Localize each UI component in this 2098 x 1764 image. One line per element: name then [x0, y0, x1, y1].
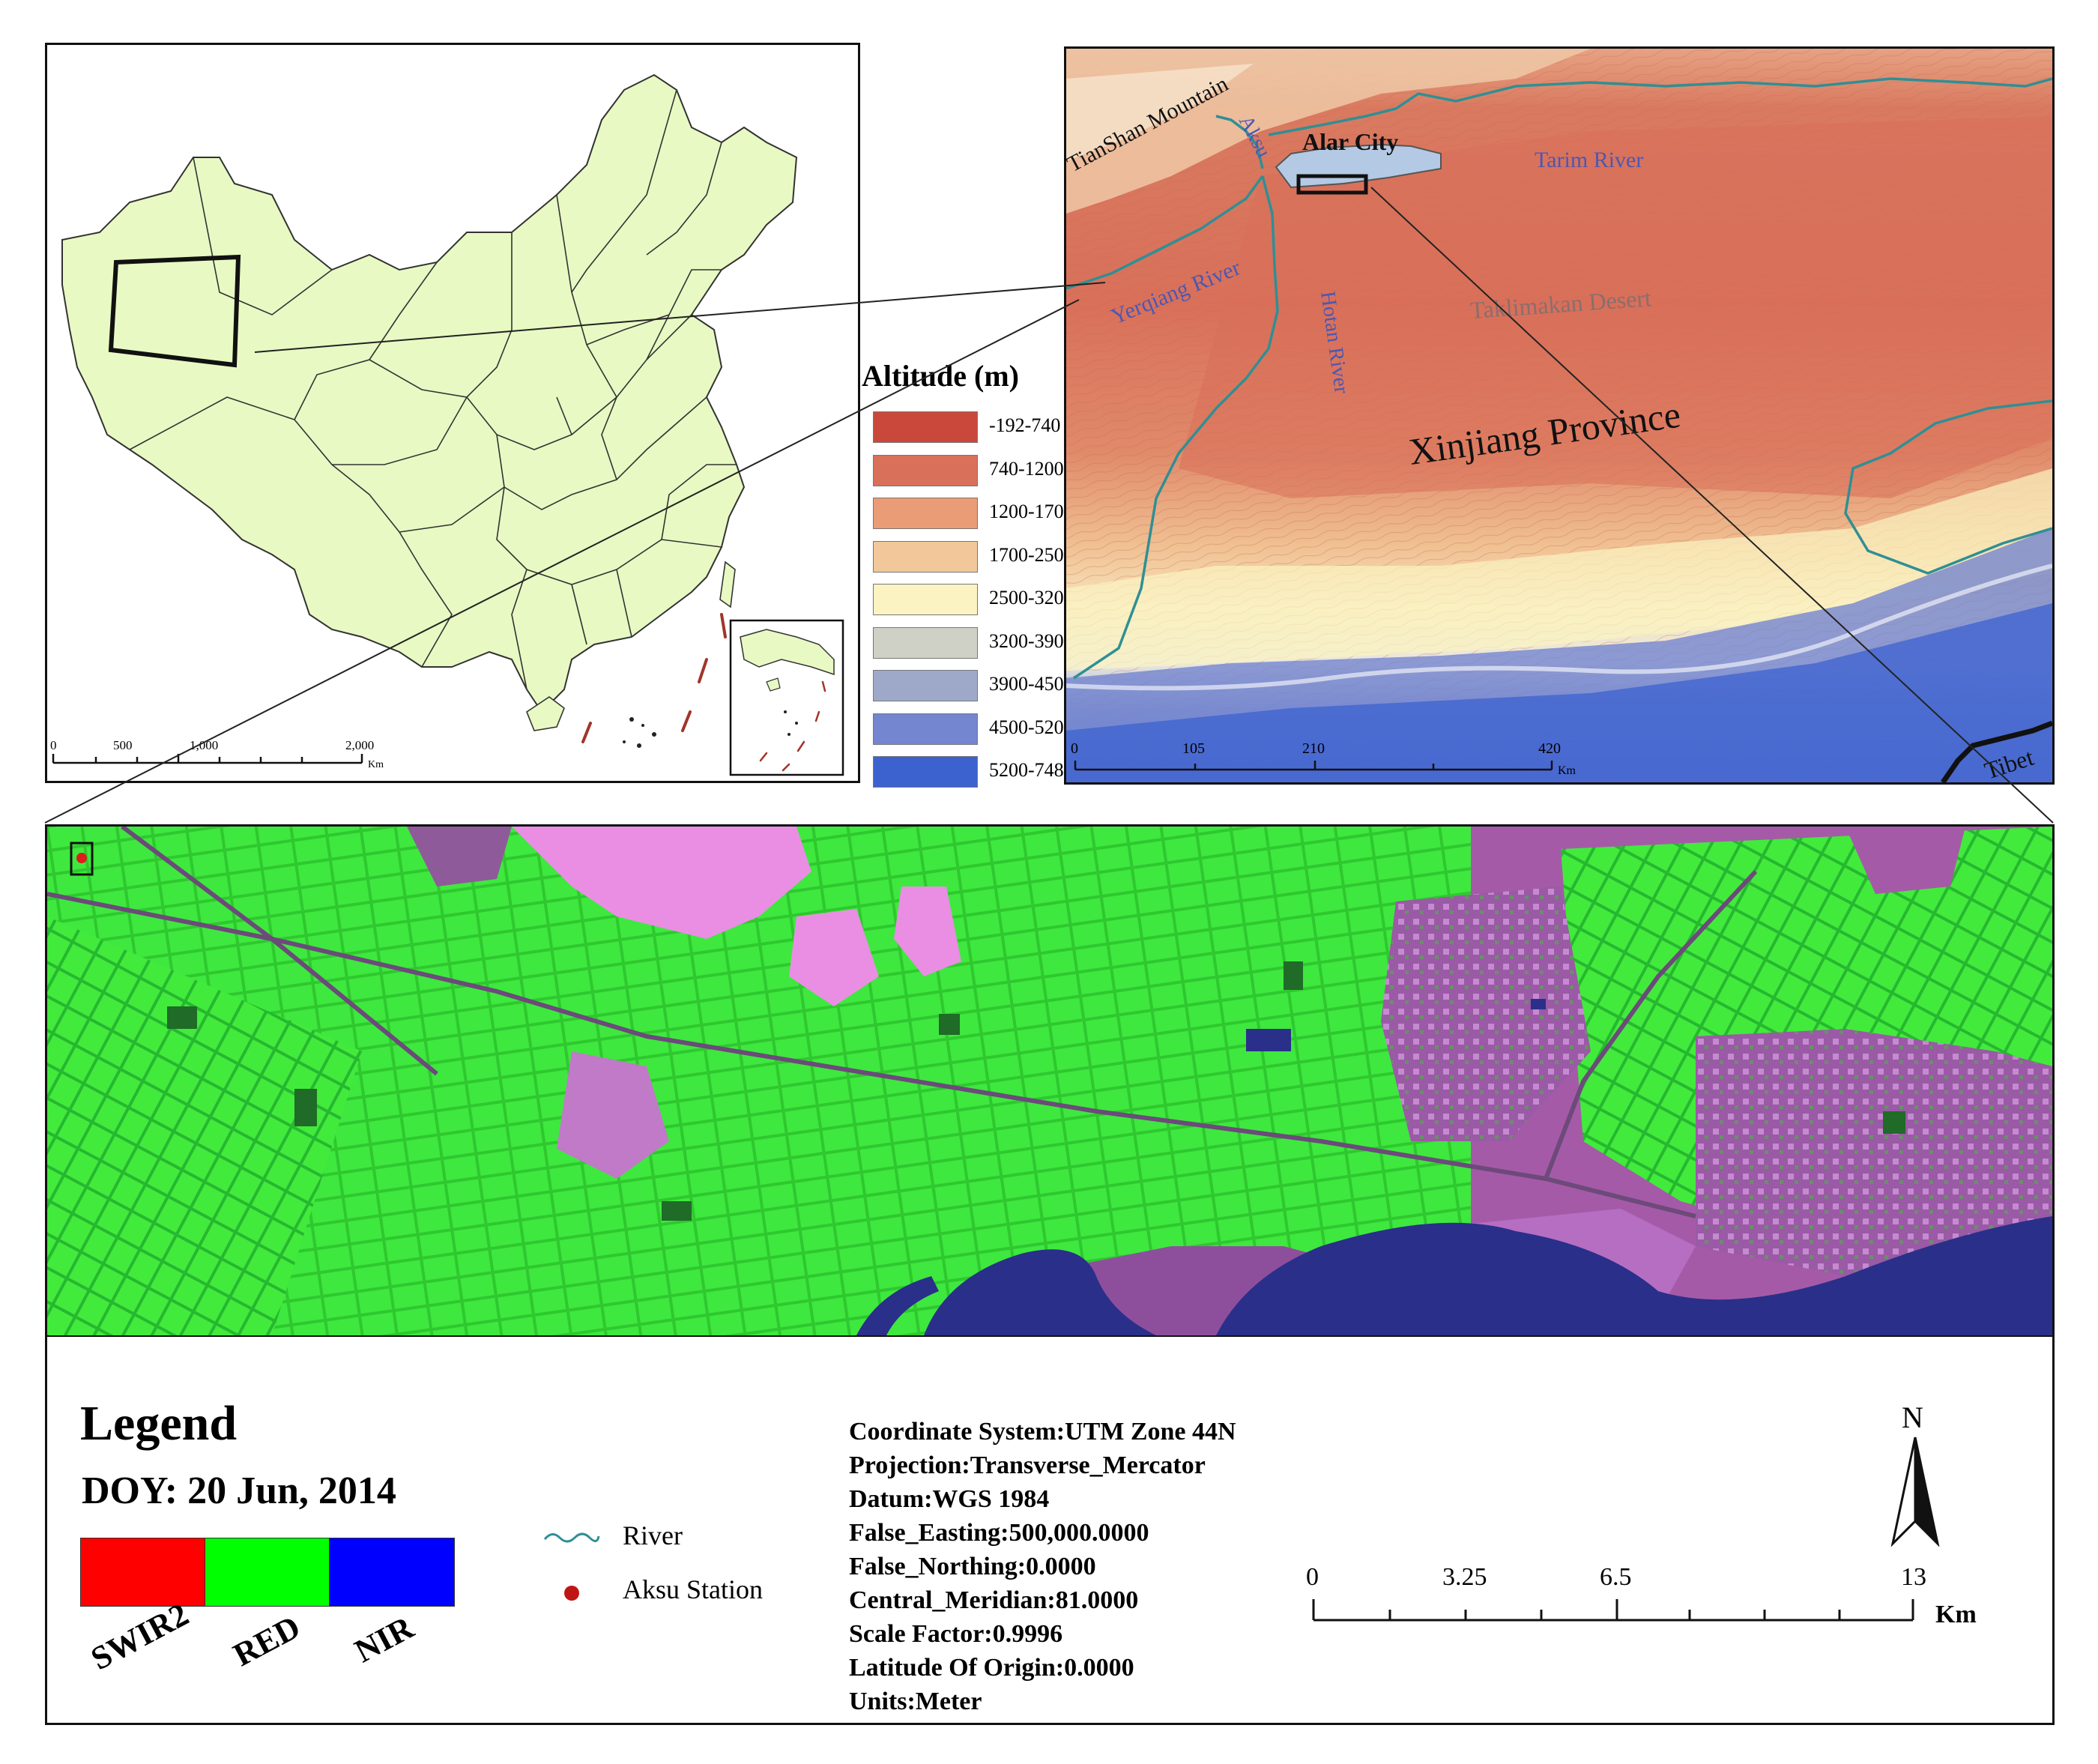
scale-tick-3-25: 3.25 [1442, 1563, 1487, 1591]
altitude-class-label: 1200-1700 [989, 501, 1074, 522]
coordinate-info-line: Units:Meter [849, 1688, 982, 1715]
china-scale-unit: Km [368, 759, 384, 770]
xj-scale-tick-105: 105 [1182, 740, 1205, 757]
scale-tick-6-5: 6.5 [1600, 1563, 1632, 1591]
altitude-swatch [873, 540, 978, 573]
yerqiang-river [1066, 175, 1264, 290]
band-label-nir: NIR [348, 1609, 420, 1670]
doy-label: DOY: 20 Jun, 2014 [82, 1470, 396, 1512]
altitude-swatch [873, 411, 978, 443]
china-scale-tick-500: 500 [113, 738, 133, 752]
tarim-river [1268, 77, 2052, 136]
map-legend-panel: Legend DOY: 20 Jun, 2014 SWIR2 RED NIR R… [45, 1337, 2055, 1725]
station-legend-label: Aksu Station [623, 1574, 764, 1604]
river-symbol [543, 1532, 600, 1543]
band-label-swir2: SWIR2 [85, 1595, 195, 1678]
altitude-legend-title: Altitude (m) [862, 359, 1019, 393]
label-tarim-river: Tarim River [1535, 148, 1643, 172]
taiwan-island [719, 561, 736, 608]
scale-unit: Km [1935, 1601, 1977, 1628]
satellite-svg [47, 827, 2052, 1335]
altitude-swatch [873, 454, 978, 486]
altitude-class-label: 4500-5200 [989, 716, 1074, 738]
aksu-station-box [70, 842, 94, 876]
altitude-swatch [873, 498, 978, 529]
dense-vegetation [167, 961, 1905, 1221]
south-sea-islands [623, 717, 656, 748]
china-outline [61, 73, 798, 713]
altitude-swatch [873, 626, 978, 659]
altitude-swatch [873, 584, 978, 615]
china-overview-map: 0 500 1,000 2,000 Km [45, 43, 860, 783]
altitude-swatch [873, 670, 978, 701]
band-label-red: RED [227, 1608, 306, 1674]
river-water [856, 999, 2052, 1335]
xj-scale-tick-0: 0 [1071, 740, 1078, 757]
xinjiang-dem-map: TianShan Mountain Aksu Alar City Tarim R… [1064, 46, 2055, 785]
altitude-class-label: 3200-3900 [989, 629, 1074, 652]
band-swatch-nir [329, 1538, 455, 1607]
altitude-class-label: 5200-7482 [989, 759, 1074, 781]
coordinate-info-line: Datum:WGS 1984 [849, 1485, 1050, 1513]
north-arrow-icon [1890, 1437, 1940, 1547]
coordinate-info-line: Latitude Of Origin:0.0000 [849, 1654, 1134, 1682]
altitude-swatch [873, 756, 978, 788]
coordinate-info-line: Central_Meridian:81.0000 [849, 1586, 1139, 1614]
scale-tick-0: 0 [1306, 1563, 1319, 1591]
xj-scale-tick-420: 420 [1538, 740, 1561, 757]
altitude-swatch [873, 713, 978, 745]
altitude-class-label: 740-1200 [989, 457, 1064, 480]
satellite-false-color-image [45, 824, 2055, 1338]
coordinate-info-line: Scale Factor:0.9996 [849, 1620, 1063, 1648]
china-scale-tick-2000: 2,000 [345, 738, 374, 752]
xj-scale-tick-210: 210 [1302, 740, 1325, 757]
xinjiang-map-svg: TianShan Mountain Aksu Alar City Tarim R… [1066, 49, 2052, 782]
xj-scale-unit: Km [1558, 764, 1576, 777]
north-label: N [1902, 1401, 1923, 1434]
legend-title: Legend [80, 1396, 238, 1451]
china-scale-tick-0: 0 [50, 738, 57, 752]
altitude-class-label: 2500-3200 [989, 587, 1074, 608]
aksu-station-point [76, 853, 87, 863]
study-scale-bar [1312, 1599, 1914, 1622]
scale-tick-13: 13 [1901, 1563, 1926, 1591]
hotan-river [1073, 175, 1279, 680]
coordinate-system-info: Coordinate System:UTM Zone 44N Projection… [849, 1415, 1236, 1718]
study-area-box-xinjiang [1296, 174, 1368, 195]
band-swatch-red [205, 1538, 330, 1607]
river-legend-label: River [623, 1520, 683, 1550]
china-scale-tick-1000: 1,000 [190, 738, 218, 752]
altitude-class-label: 1700-2500 [989, 543, 1074, 566]
band-swatch-swir2 [80, 1538, 206, 1607]
altitude-class-label: 3900-4500 [989, 673, 1074, 695]
road-network [47, 827, 1758, 1218]
coordinate-info-line: Coordinate System:UTM Zone 44N [849, 1418, 1236, 1446]
aksu-river [1215, 115, 1264, 169]
coordinate-info-line: Projection:Transverse_Mercator [849, 1452, 1206, 1479]
altitude-class-label: -192-740 [989, 414, 1061, 436]
farmland-west [47, 916, 362, 1335]
hainan-island [526, 696, 565, 731]
label-alar-city: Alar City [1302, 128, 1398, 155]
station-symbol [564, 1586, 579, 1601]
coordinate-info-line: False_Easting:500,000.0000 [849, 1519, 1149, 1547]
china-scale-bar [52, 754, 363, 764]
coordinate-info-line: False_Northing:0.0000 [849, 1553, 1096, 1580]
china-map-svg: 0 500 1,000 2,000 Km [50, 73, 844, 776]
